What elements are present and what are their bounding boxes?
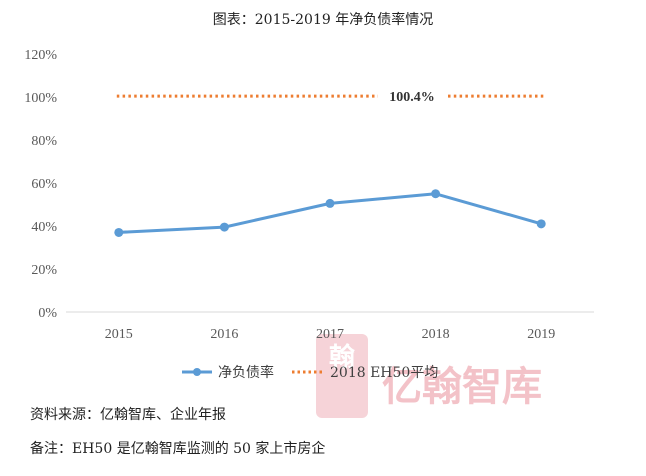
legend-marker-net-debt [193, 368, 201, 376]
y-tick-label: 40% [31, 220, 57, 235]
y-tick-label: 0% [38, 306, 57, 321]
series-net-debt-point [114, 227, 124, 237]
y-tick-label: 80% [31, 134, 57, 149]
y-tick-label: 60% [31, 177, 57, 192]
y-tick-label: 120% [24, 48, 57, 63]
legend-label-average: 2018 EH50平均 [330, 365, 438, 381]
legend-label-net-debt: 净负债率 [218, 364, 274, 381]
series-net-debt-point [536, 219, 546, 229]
series-layer [114, 94, 546, 237]
x-tick-label: 2019 [527, 327, 555, 342]
y-tick-label: 100% [24, 91, 57, 106]
watermark: 翰 亿翰智库 [316, 334, 542, 418]
source-note: 资料来源：亿翰智库、企业年报 [30, 407, 226, 423]
watermark-logo-glyph: 翰 [329, 342, 355, 373]
series-net-debt-point [325, 198, 335, 208]
watermark-text: 亿翰智库 [382, 364, 542, 410]
x-tick-label: 2016 [210, 327, 238, 342]
chart-title: 图表：2015-2019 年净负债率情况 [213, 11, 433, 28]
watermark-logo [316, 334, 368, 418]
x-tick-label: 2018 [422, 327, 450, 342]
remark-note: 备注：EH50 是亿翰智库监测的 50 家上市房企 [30, 441, 326, 457]
x-tick-label: 2017 [316, 327, 344, 342]
y-tick-label: 20% [31, 263, 57, 278]
y-axis: 0% 20% 40% 60% 80% 100% 120% [24, 48, 57, 321]
series-net-debt-point [431, 189, 441, 199]
average-data-label: 100.4% [389, 90, 435, 105]
legend: 净负债率 2018 EH50平均 [182, 364, 438, 381]
series-net-debt-point [219, 222, 229, 232]
x-axis: 2015 2016 2017 2018 2019 [105, 327, 555, 342]
x-tick-label: 2015 [105, 327, 133, 342]
